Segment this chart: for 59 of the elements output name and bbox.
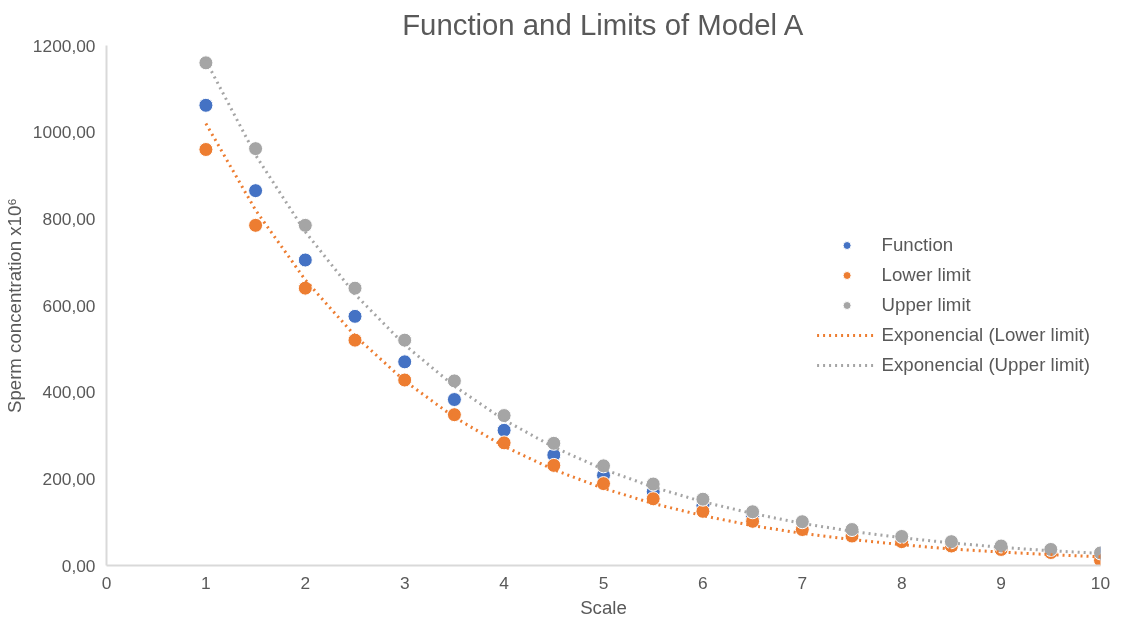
- point: [943, 534, 959, 550]
- point: [745, 504, 761, 520]
- legend-label: Lower limit: [881, 264, 971, 286]
- x-tick-label: 7: [797, 572, 808, 593]
- point: [496, 408, 512, 424]
- legend-label: Function: [881, 234, 954, 256]
- point: [248, 217, 264, 233]
- point: [844, 522, 860, 538]
- point: [446, 407, 462, 423]
- point: [397, 372, 413, 388]
- chart-title: Function and Limits of Model A: [402, 7, 804, 41]
- x-tick-label: 10: [1090, 572, 1111, 593]
- point: [496, 435, 512, 451]
- point: [794, 514, 810, 530]
- point: [397, 354, 413, 370]
- point: [446, 392, 462, 408]
- point: [248, 183, 264, 199]
- point: [695, 491, 711, 507]
- point: [596, 476, 611, 492]
- point: [198, 97, 214, 113]
- y-tick-label: 800,00: [42, 208, 96, 229]
- x-tick-label: 4: [499, 572, 510, 593]
- x-tick-label: 8: [896, 572, 907, 593]
- y-tick-label: 400,00: [42, 382, 96, 403]
- x-tick-label: 0: [101, 572, 112, 593]
- point: [446, 373, 462, 389]
- x-tick-label: 5: [598, 572, 609, 593]
- point: [198, 55, 214, 71]
- point: [645, 476, 661, 492]
- x-tick-label: 6: [698, 572, 708, 593]
- point: [347, 280, 363, 296]
- point: [546, 457, 562, 473]
- point: [297, 252, 313, 268]
- point: [546, 435, 562, 451]
- point: [894, 528, 910, 544]
- legend-label: Upper limit: [881, 294, 971, 316]
- point: [198, 142, 214, 157]
- x-tick-label: 2: [300, 572, 311, 593]
- point: [248, 141, 264, 157]
- x-tick-label: 9: [996, 572, 1006, 593]
- point: [347, 332, 363, 348]
- point: [397, 332, 413, 348]
- legend-label: Exponencial (Upper limit): [881, 354, 1090, 376]
- point: [347, 308, 363, 324]
- point: [596, 458, 611, 474]
- point: [297, 280, 313, 296]
- y-axis-title: Sperm concentration x10⁶: [3, 197, 25, 414]
- point: [496, 422, 512, 438]
- point: [297, 217, 313, 233]
- point: [645, 491, 661, 507]
- y-tick-label: 600,00: [42, 295, 96, 316]
- y-tick-label: 1000,00: [32, 122, 96, 143]
- x-tick-label: 1: [201, 572, 211, 593]
- legend-label: Exponencial (Lower limit): [881, 324, 1090, 346]
- x-tick-label: 3: [399, 572, 410, 593]
- x-axis-title: Scale: [580, 596, 627, 618]
- y-tick-label: 0,00: [61, 555, 96, 576]
- y-tick-label: 200,00: [42, 468, 96, 489]
- y-tick-label: 1200,00: [32, 35, 96, 56]
